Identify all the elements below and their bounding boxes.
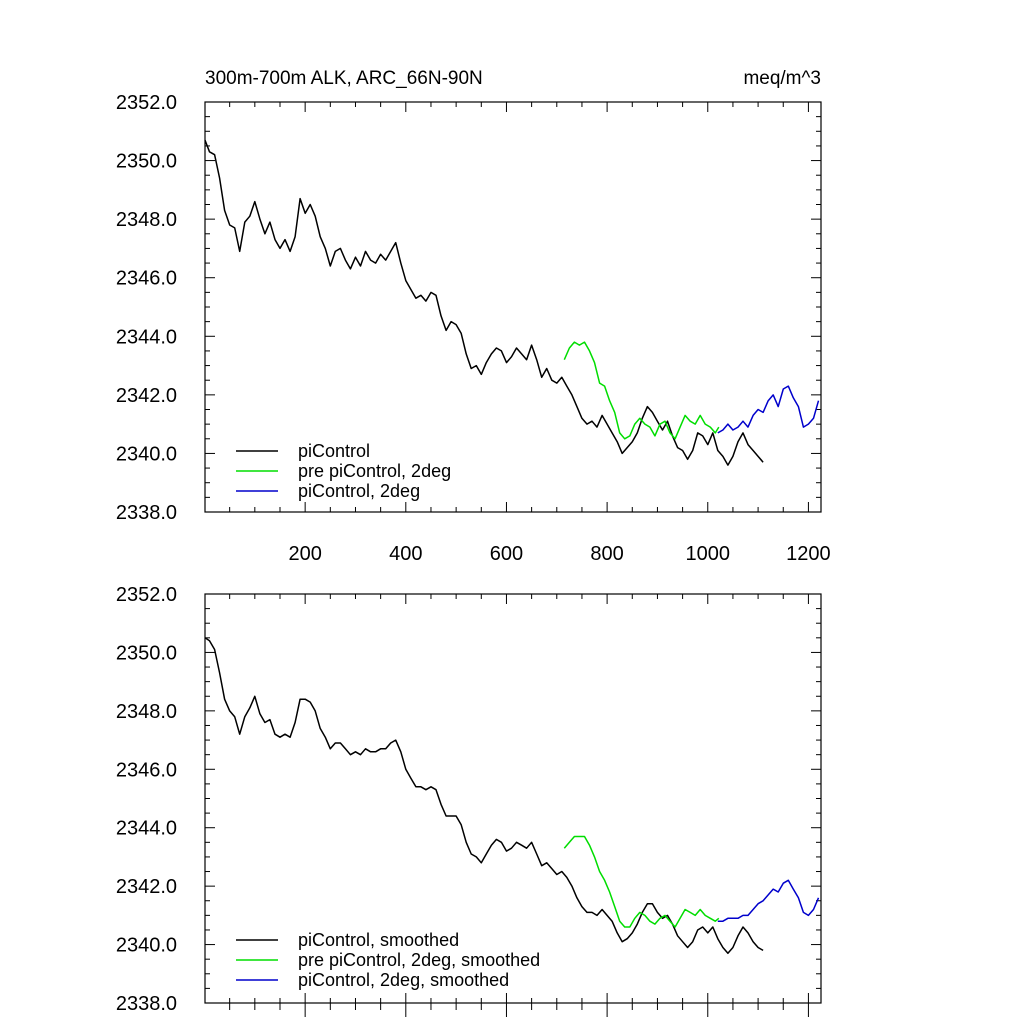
x-tick-label: 400 xyxy=(389,543,422,565)
y-tick-label: 2352.0 xyxy=(116,92,177,114)
y-tick-label: 2338.0 xyxy=(116,993,177,1015)
y-tick-label: 2340.0 xyxy=(116,443,177,465)
legend-label: piControl, 2deg, smoothed xyxy=(298,970,509,990)
y-tick-label: 2350.0 xyxy=(116,151,177,173)
chart-title: 300m-700m ALK, ARC_66N-90N xyxy=(205,68,483,89)
legend-label: piControl xyxy=(298,441,370,461)
y-tick-label: 2340.0 xyxy=(116,935,177,957)
y-tick-label: 2352.0 xyxy=(116,584,177,606)
y-tick-label: 2338.0 xyxy=(116,502,177,524)
legend-label: piControl, smoothed xyxy=(298,930,459,950)
y-tick-label: 2344.0 xyxy=(116,818,177,840)
series-line-2 xyxy=(563,835,720,928)
x-tick-label: 1000 xyxy=(686,543,731,565)
legend-label: pre piControl, 2deg xyxy=(298,461,451,481)
chart-panel-2: 2338.0 2340.0 2342.0 2344.0 2346.0 2348.0 2350… xyxy=(116,584,822,1017)
y-tick-label: 2350.0 xyxy=(116,642,177,664)
series-line-3 xyxy=(717,385,820,434)
x-tick-label: 1200 xyxy=(786,543,831,565)
y-tick-label: 2342.0 xyxy=(116,385,177,407)
x-tick-label: 200 xyxy=(288,543,321,565)
series-line-2 xyxy=(563,341,720,440)
chart-units: meq/m^3 xyxy=(743,68,821,89)
legend-label: piControl, 2deg xyxy=(298,481,420,501)
y-tick-label: 2348.0 xyxy=(116,701,177,723)
y-tick-label: 2346.0 xyxy=(116,759,177,781)
legend-label: pre piControl, 2deg, smoothed xyxy=(298,950,540,970)
y-tick-label: 2342.0 xyxy=(116,876,177,898)
x-tick-label: 600 xyxy=(490,543,523,565)
chart-panel-1: 2338.0 2340.0 2342.0 2344.0 2346.0 2348.0 2350… xyxy=(116,68,831,565)
y-tick-label: 2344.0 xyxy=(116,326,177,348)
series-line-3 xyxy=(717,879,820,922)
series-line-1 xyxy=(204,637,764,955)
series-line-1 xyxy=(204,139,764,466)
y-tick-label: 2346.0 xyxy=(116,268,177,290)
y-tick-label: 2348.0 xyxy=(116,209,177,231)
x-tick-label: 800 xyxy=(590,543,623,565)
